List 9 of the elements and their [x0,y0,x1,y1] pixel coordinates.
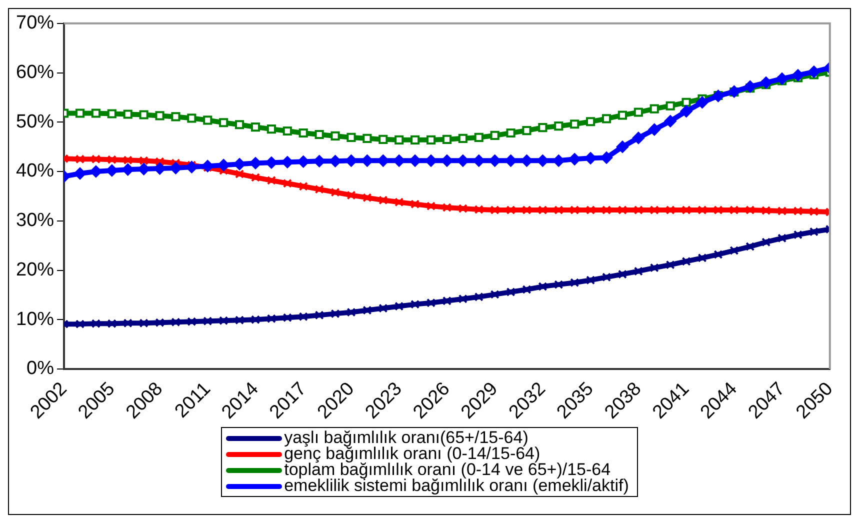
legend-label: yaşlı bağımlılık oranı(65+/15-64) [284,428,528,447]
y-tick-label: 20% [16,259,54,280]
y-tick-label: 10% [16,308,54,330]
y-tick-label: 70% [16,12,54,34]
y-tick-label: 0% [26,358,54,380]
y-tick-label: 50% [16,111,54,132]
y-tick-label: 30% [16,210,54,232]
y-tick-label: 60% [16,62,54,84]
y-tick-label: 40% [16,160,54,182]
